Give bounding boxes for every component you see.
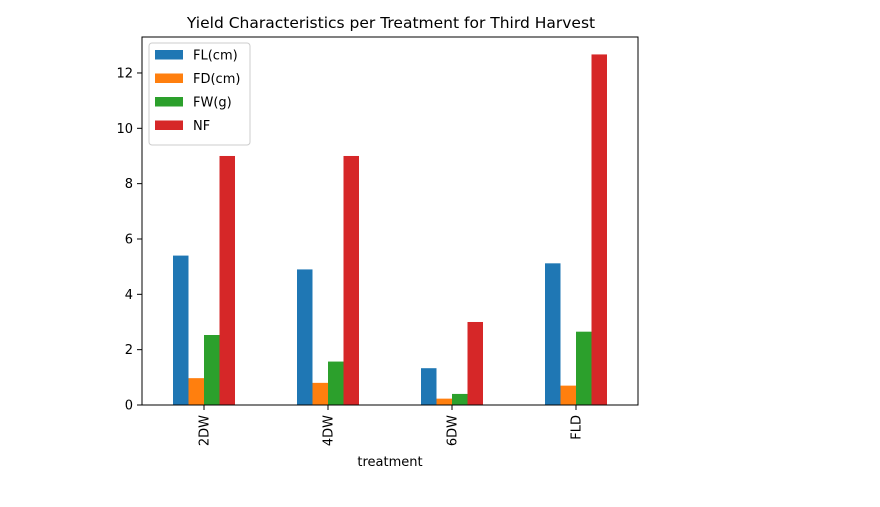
chart-title: Yield Characteristics per Treatment for … bbox=[186, 14, 595, 32]
legend-label: NF bbox=[193, 119, 210, 134]
x-tick-label: 6DW bbox=[446, 415, 461, 446]
legend-label: FL(cm) bbox=[193, 49, 238, 64]
bar-nf-2dw bbox=[219, 155, 235, 405]
bar-fd-cm-fld bbox=[560, 385, 576, 405]
bar-fw-g-4dw bbox=[328, 361, 344, 405]
y-tick-label: 12 bbox=[116, 66, 133, 81]
y-tick-label: 2 bbox=[125, 343, 133, 358]
legend-swatch bbox=[155, 73, 183, 83]
legend-box bbox=[148, 42, 251, 146]
bar-fl-cm-fld bbox=[545, 263, 561, 405]
x-axis-label: treatment bbox=[357, 455, 422, 470]
bar-nf-6dw bbox=[467, 321, 483, 405]
bar-fw-g-6dw bbox=[452, 393, 468, 405]
y-tick-label: 10 bbox=[116, 122, 133, 137]
bar-nf-fld bbox=[591, 54, 607, 406]
bar-fd-cm-2dw bbox=[188, 378, 204, 405]
bar-nf-4dw bbox=[343, 155, 359, 405]
x-axis: 2DW 4DW 6DW FLD bbox=[198, 405, 585, 446]
legend-label: FW(g) bbox=[193, 96, 232, 111]
legend-swatch bbox=[155, 97, 183, 107]
bar-fl-cm-4dw bbox=[297, 269, 313, 405]
bars-layer bbox=[173, 54, 607, 406]
legend-swatch bbox=[155, 120, 183, 130]
legend-label: FD(cm) bbox=[193, 72, 240, 87]
x-tick-label: 2DW bbox=[198, 415, 213, 446]
y-tick-label: 6 bbox=[125, 232, 133, 247]
y-axis: 0 2 4 6 8 10 12 bbox=[116, 66, 142, 414]
y-tick-label: 0 bbox=[125, 399, 133, 414]
y-tick-label: 4 bbox=[125, 288, 133, 303]
bar-fw-g-fld bbox=[576, 331, 592, 405]
bar-fl-cm-2dw bbox=[173, 255, 189, 405]
legend-swatch bbox=[155, 50, 183, 60]
bar-fl-cm-6dw bbox=[421, 368, 437, 405]
bar-fd-cm-6dw bbox=[436, 398, 452, 405]
x-tick-label: 4DW bbox=[322, 415, 337, 446]
bar-fw-g-2dw bbox=[204, 335, 220, 405]
plot-frame bbox=[141, 36, 639, 406]
bar-fd-cm-4dw bbox=[312, 382, 328, 405]
y-tick-label: 8 bbox=[125, 177, 133, 192]
x-tick-label: FLD bbox=[570, 415, 585, 440]
legend: FL(cm) FD(cm) FW(g) NF bbox=[148, 42, 251, 146]
